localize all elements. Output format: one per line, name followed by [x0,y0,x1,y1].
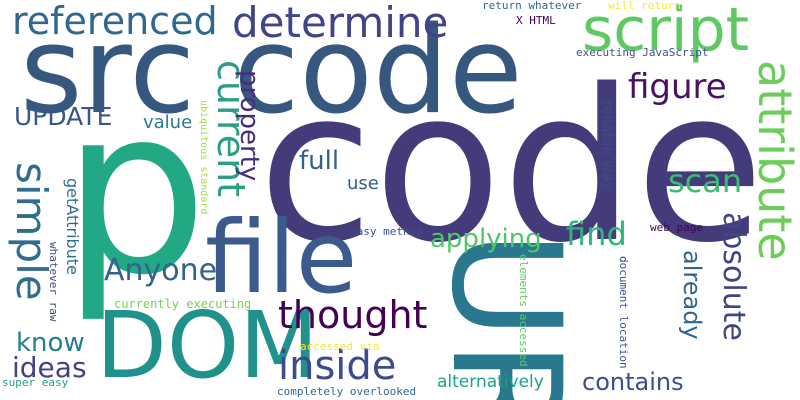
word-know: know [16,328,85,358]
word-return-whatever: return whatever [482,0,582,12]
word-full: full [299,146,340,176]
word-determine: determine [232,0,449,47]
word-value: value [143,112,193,133]
word-url: URL [418,230,592,400]
word-find: find [566,215,627,253]
word-document-location: document location [617,256,630,369]
word-ideas: ideas [12,351,87,384]
word-elements-accessed: elements accessed [517,254,530,367]
word-whatever-raw: whatever raw [47,242,60,322]
word-figure: figure [628,67,727,107]
word-reliable-way: reliable way [599,100,617,191]
word-scan: scan [668,162,743,200]
word-executing-javascript: executing JavaScript [576,46,709,59]
word-absolute: absolute [716,212,751,341]
word-contains: contains [582,368,684,396]
word-will-return: will return [608,0,681,12]
word-referenced: referenced [12,0,218,43]
word-current: current [209,60,253,198]
word-simple: simple [7,162,56,301]
word-ubiquitous-standard: ubiquitous standard [198,100,209,215]
word-alternatively: alternatively [437,372,544,392]
word-accessed-via: accessed via [300,340,380,353]
word-anyone: Anyone [104,253,218,288]
word-completely-overlooked: completely overlooked [277,385,417,398]
word-super-easy: super easy [2,376,69,389]
word-applying: applying [430,224,542,254]
word-use: use [347,173,379,194]
word-dom: DOM [96,292,319,399]
word-web-page: web page [650,221,703,234]
word-src-code: src code [20,2,523,141]
word-inside: inside [278,343,397,389]
word-x-html: X HTML [516,14,556,27]
word-thought: thought [278,293,428,337]
word-script: script [582,0,750,65]
word-attribute: attribute [748,60,800,261]
word-update: UPDATE [14,102,113,131]
word-currently-executing: currently executing [114,297,252,311]
word-p: p [62,59,208,326]
word-code: code [258,44,765,289]
word-file: file [205,199,358,316]
word-getattribute: getAttribute [63,178,82,275]
word-easy-method: easy method [350,225,423,238]
word-property: property [234,70,264,182]
word-already: already [678,250,706,340]
